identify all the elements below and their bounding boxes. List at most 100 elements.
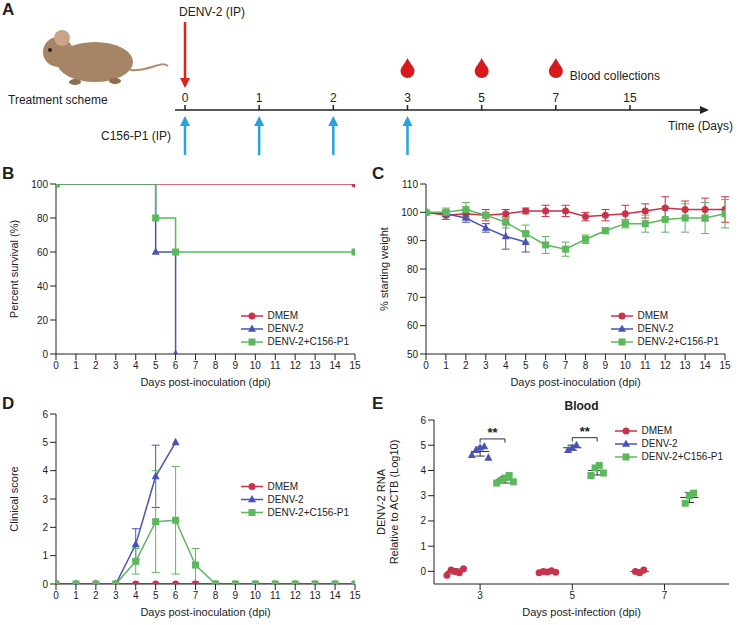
- svg-text:Days post-inoculation (dpi): Days post-inoculation (dpi): [510, 376, 640, 388]
- svg-text:14: 14: [330, 360, 342, 371]
- svg-text:60: 60: [407, 320, 419, 331]
- svg-text:3: 3: [113, 590, 119, 601]
- svg-text:5: 5: [570, 590, 576, 601]
- svg-text:70: 70: [407, 292, 419, 303]
- svg-text:2: 2: [93, 360, 99, 371]
- svg-text:3: 3: [420, 490, 426, 501]
- svg-text:7: 7: [662, 590, 668, 601]
- svg-text:15: 15: [623, 91, 637, 105]
- svg-text:1: 1: [256, 91, 263, 105]
- svg-text:5: 5: [153, 360, 159, 371]
- svg-text:7: 7: [563, 360, 569, 371]
- svg-text:6: 6: [173, 360, 179, 371]
- svg-text:12: 12: [290, 590, 302, 601]
- svg-text:0: 0: [53, 360, 59, 371]
- svg-text:0: 0: [42, 349, 48, 360]
- svg-text:6: 6: [420, 415, 426, 426]
- svg-text:7: 7: [193, 360, 199, 371]
- svg-text:100: 100: [31, 179, 48, 190]
- svg-text:3: 3: [42, 494, 48, 505]
- svg-text:80: 80: [407, 264, 419, 275]
- svg-text:2: 2: [330, 91, 337, 105]
- svg-text:10: 10: [250, 590, 262, 601]
- svg-text:**: **: [487, 425, 498, 440]
- svg-text:15: 15: [349, 360, 361, 371]
- svg-text:7: 7: [193, 590, 199, 601]
- svg-text:6: 6: [543, 360, 549, 371]
- html-text:Percent survival (%): Percent survival (%): [7, 219, 20, 319]
- svg-text:14: 14: [700, 360, 712, 371]
- svg-text:1: 1: [443, 360, 449, 371]
- svg-text:DENV-2 (IP): DENV-2 (IP): [179, 5, 245, 19]
- svg-text:9: 9: [233, 360, 239, 371]
- svg-text:11: 11: [270, 590, 281, 601]
- svg-text:Days post-inoculation (dpi): Days post-inoculation (dpi): [140, 606, 270, 618]
- svg-text:**: **: [580, 424, 591, 439]
- svg-text:1: 1: [42, 550, 48, 561]
- svg-text:Treatment scheme: Treatment scheme: [8, 93, 108, 107]
- svg-text:Days post-inoculation (dpi): Days post-inoculation (dpi): [140, 376, 270, 388]
- svg-text:Blood collections: Blood collections: [570, 69, 660, 83]
- svg-text:7: 7: [552, 91, 559, 105]
- svg-text:0: 0: [423, 360, 429, 371]
- svg-text:11: 11: [270, 360, 281, 371]
- html-text:Blood: Blood: [564, 399, 599, 413]
- svg-text:80: 80: [37, 213, 49, 224]
- svg-text:4: 4: [133, 360, 139, 371]
- svg-text:0: 0: [182, 91, 189, 105]
- svg-text:5: 5: [523, 360, 529, 371]
- svg-text:100: 100: [401, 207, 418, 218]
- svg-text:3: 3: [483, 360, 489, 371]
- svg-text:8: 8: [213, 590, 219, 601]
- svg-text:3: 3: [477, 590, 483, 601]
- svg-text:5: 5: [153, 590, 159, 601]
- svg-text:4: 4: [503, 360, 509, 371]
- svg-text:6: 6: [173, 590, 179, 601]
- svg-text:1: 1: [73, 590, 79, 601]
- svg-text:5: 5: [420, 440, 426, 451]
- svg-text:Time (Days): Time (Days): [668, 119, 733, 133]
- svg-text:3: 3: [404, 91, 411, 105]
- svg-text:10: 10: [620, 360, 632, 371]
- svg-text:60: 60: [37, 247, 49, 258]
- svg-text:4: 4: [133, 590, 139, 601]
- svg-text:2: 2: [42, 522, 48, 533]
- svg-text:12: 12: [660, 360, 672, 371]
- svg-text:15: 15: [349, 590, 361, 601]
- svg-text:11: 11: [640, 360, 651, 371]
- svg-text:13: 13: [310, 360, 322, 371]
- svg-text:9: 9: [603, 360, 609, 371]
- svg-text:10: 10: [250, 360, 262, 371]
- svg-text:20: 20: [37, 315, 49, 326]
- svg-text:9: 9: [233, 590, 239, 601]
- svg-text:0: 0: [42, 579, 48, 590]
- svg-text:C156-P1 (IP): C156-P1 (IP): [101, 129, 171, 143]
- html-text:A: A: [2, 0, 15, 19]
- svg-text:3: 3: [113, 360, 119, 371]
- svg-text:1: 1: [73, 360, 79, 371]
- svg-text:2: 2: [420, 515, 426, 526]
- svg-text:1: 1: [420, 541, 426, 552]
- svg-text:Days post-infection (dpi): Days post-infection (dpi): [522, 606, 641, 618]
- svg-text:2: 2: [93, 590, 99, 601]
- svg-text:50: 50: [407, 349, 419, 360]
- svg-text:15: 15: [719, 360, 731, 371]
- svg-text:6: 6: [42, 409, 48, 420]
- html-text:B: B: [2, 164, 15, 183]
- svg-text:2: 2: [463, 360, 469, 371]
- svg-text:4: 4: [420, 465, 426, 476]
- svg-text:90: 90: [407, 235, 419, 246]
- svg-text:8: 8: [583, 360, 589, 371]
- svg-text:110: 110: [402, 179, 418, 190]
- svg-text:14: 14: [330, 590, 342, 601]
- svg-text:8: 8: [213, 360, 219, 371]
- svg-text:0: 0: [53, 590, 59, 601]
- svg-text:13: 13: [680, 360, 692, 371]
- svg-text:5: 5: [478, 91, 485, 105]
- svg-text:5: 5: [42, 437, 48, 448]
- svg-text:0: 0: [420, 566, 426, 577]
- svg-text:12: 12: [290, 360, 302, 371]
- svg-text:40: 40: [37, 281, 49, 292]
- svg-text:4: 4: [42, 465, 48, 476]
- svg-text:13: 13: [310, 590, 322, 601]
